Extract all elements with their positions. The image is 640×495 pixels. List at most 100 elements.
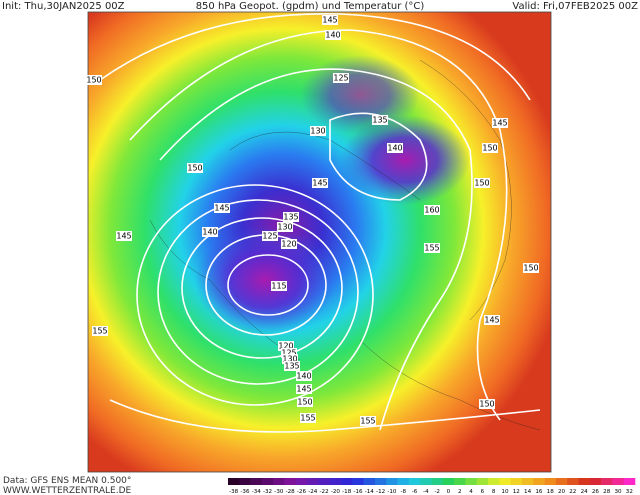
colorbar-swatch [533,478,545,485]
site-url: WWW.WETTERZENTRALE.DE [3,486,132,495]
colorbar-swatch [273,478,285,485]
colorbar-swatch [476,478,489,485]
contour-label-bg [281,348,297,358]
contour-label-bg [333,73,349,83]
colorbar-swatch [601,478,613,485]
init-time: Init: Thu,30JAN2025 00Z [2,1,125,12]
colorbar-swatch [261,478,274,485]
contours [99,12,541,433]
contour-label-bg [325,30,341,40]
contour-label: 135 [372,116,387,125]
contour-label: 125 [262,232,277,241]
colorbar-swatch [341,478,353,485]
colorbar-tick-label: 30 [614,489,622,495]
contour-label-bg [300,413,316,423]
colorbar-swatch [499,478,511,485]
cold-core [340,115,470,205]
colorbar-tick-label: 12 [513,489,520,495]
contour-label-bg [92,326,108,336]
colorbar-swatch [521,478,534,485]
colorbar-swatch [307,478,319,485]
contour-label: 120 [278,342,293,351]
contour-label: 145 [312,179,327,188]
colorbar-swatch [408,478,421,485]
colorbar-tick-label: -18 [342,489,352,495]
colorbar-tick-label: -2 [434,489,440,495]
colorbar-swatch [420,478,432,485]
contour-label: 140 [387,144,402,153]
colorbar-tick-label: -30 [274,489,284,495]
contour-label: 145 [116,232,131,241]
contour-label-bg [296,371,312,381]
contour-label-bg [262,231,278,241]
contour-label-bg [86,75,102,85]
contour-label: 145 [214,204,229,213]
contour-label-bg [372,115,388,125]
colorbar-tick-label: -36 [240,489,250,495]
contour-label-bg [360,416,376,426]
map-frame [87,11,552,473]
contour-label-bg [281,239,297,249]
cold-core [195,225,335,335]
colorbar-tick-label: -28 [286,489,296,495]
colorbar-swatch [374,478,387,485]
contour-label-bg [271,281,287,291]
contour-label: 130 [277,223,292,232]
colorbar-tick-label: 24 [581,489,589,495]
contour-label-bg [322,15,338,25]
contour-label-bg [284,361,300,371]
contour-label: 130 [282,355,297,364]
contour-label: 150 [523,264,538,273]
colorbar-tick-label: -6 [412,489,418,495]
colorbar-tick-label: 32 [626,489,633,495]
contour-label-bg [116,231,132,241]
contour-label: 150 [482,144,497,153]
contour-label: 150 [187,164,202,173]
colorbar-swatch [284,478,297,485]
map [88,12,551,472]
colorbar-swatch [465,478,478,485]
colorbar-swatch [442,478,455,485]
colorbar-tick-label: 16 [535,489,543,495]
contour-label-bg [523,263,539,273]
contour-label-bg [310,126,326,136]
contour-label-bg [278,341,294,351]
contour-label-bg [387,143,403,153]
colorbar-tick-label: -16 [353,489,363,495]
contour-label: 140 [202,228,217,237]
colorbar-tick-label: -4 [423,489,429,495]
colorbar-swatch [454,478,466,485]
colorbar-tick-label: -38 [229,489,239,495]
contour-label-bg [297,397,313,407]
contour-label: 145 [322,16,337,25]
colorbar-tick-label: -22 [320,489,329,495]
colorbar-swatch [250,478,263,485]
contour-label: 125 [333,74,348,83]
colorbar-tick-label: -34 [252,489,262,495]
contour-label: 155 [424,244,439,253]
colorbar-swatch [352,478,364,485]
colorbar-swatch [295,478,308,485]
colorbar-swatch [510,478,523,485]
colorbar-tick-label: -26 [297,489,307,495]
colorbar-swatch [386,478,398,485]
colorbar-swatch [228,478,240,485]
colorbar-swatch [623,478,636,485]
contour-label: 130 [310,127,325,136]
contour-label-bg [214,203,230,213]
colorbar-tick-label: 22 [569,489,576,495]
contour-label: 120 [281,240,296,249]
contour-label: 140 [296,372,311,381]
contour-label-bg [187,163,203,173]
colorbar-tick-label: -12 [376,489,385,495]
contour-label-bg [482,143,498,153]
colorbar-tick-label: -32 [263,489,272,495]
colorbar-swatch [431,478,444,485]
colorbar-swatch [239,478,251,485]
valid-time: Valid: Fri,07FEB2025 00Z [512,1,638,12]
contour-label: 125 [281,349,296,358]
colorbar-swatch [397,478,410,485]
contour-label: 135 [284,362,299,371]
contour-label: 155 [360,417,375,426]
colorbar-tick-label: 0 [447,489,451,495]
